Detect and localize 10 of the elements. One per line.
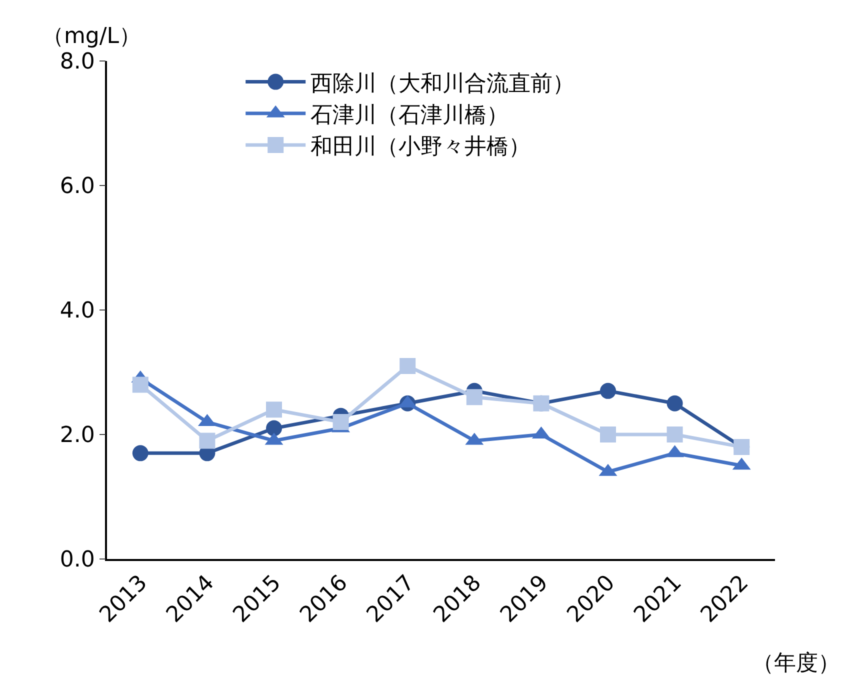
y-tick-label: 0.0 (60, 548, 95, 573)
y-tick-label: 6.0 (60, 174, 95, 200)
y-axis-title: （mg/L） (42, 24, 142, 49)
y-tick-label: 2.0 (60, 423, 95, 448)
y-tick-label: 8.0 (60, 50, 95, 75)
x-axis-title: （年度） (752, 651, 840, 675)
legend-label: 和田川（小野々井橋） (310, 134, 531, 160)
legend-label: 西除川（大和川合流直前） (310, 71, 575, 96)
legend-label: 石津川（石津川橋） (310, 102, 509, 128)
y-tick-label: 4.0 (60, 298, 95, 324)
